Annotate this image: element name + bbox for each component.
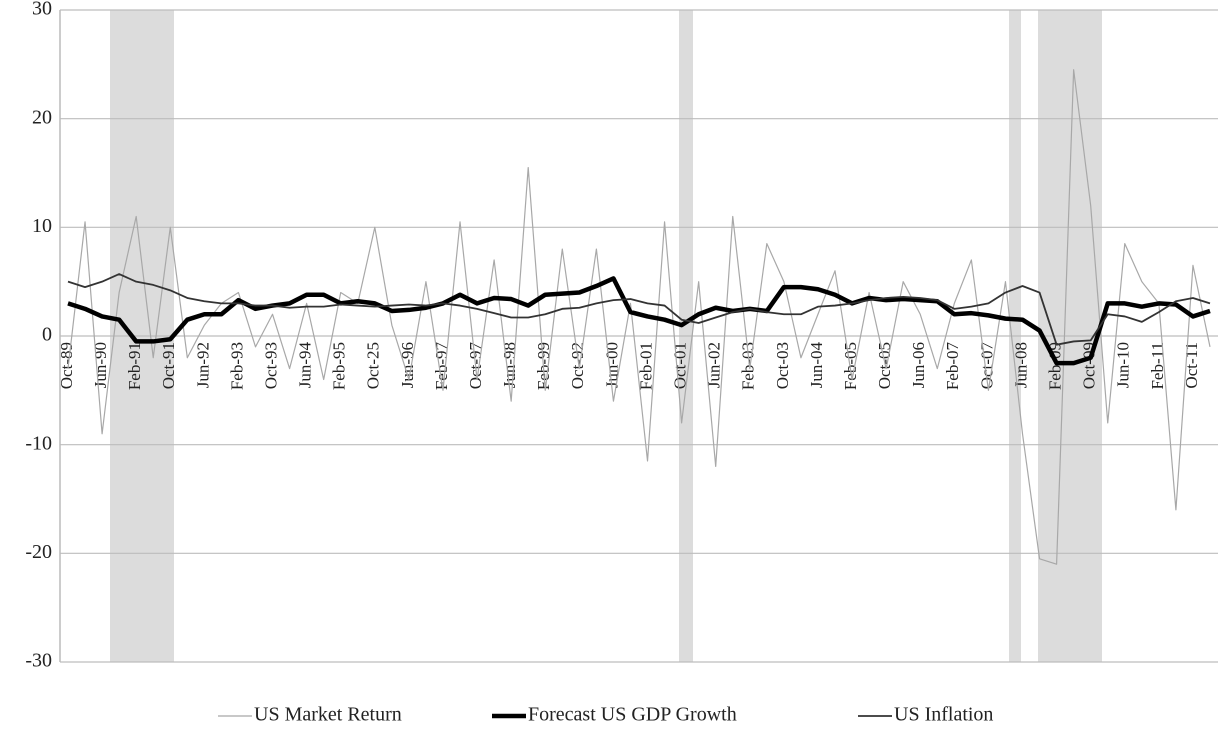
x-tick-label: Jun-06 bbox=[909, 342, 928, 388]
x-tick-label: Oct-07 bbox=[977, 342, 996, 390]
series-line bbox=[67, 276, 1211, 366]
x-tick-label: Jun-92 bbox=[193, 342, 212, 388]
x-tick-label: Feb-07 bbox=[943, 342, 962, 391]
x-tick-label: Jun-98 bbox=[500, 342, 519, 388]
y-tick-label: 20 bbox=[32, 106, 52, 128]
x-tick-label: Jun-04 bbox=[807, 342, 826, 389]
series-line bbox=[67, 69, 1211, 565]
x-tick-label: Feb-93 bbox=[227, 342, 246, 390]
y-tick-label: 0 bbox=[42, 324, 52, 346]
y-tick-label: -20 bbox=[25, 541, 52, 563]
x-tick-label: Oct-91 bbox=[159, 342, 178, 389]
x-tick-label: Feb-11 bbox=[1148, 342, 1167, 390]
x-tick-label: Oct-05 bbox=[875, 342, 894, 389]
y-tick-label: -30 bbox=[25, 650, 52, 672]
legend-label: US Inflation bbox=[894, 704, 993, 726]
x-tick-label: Feb-95 bbox=[330, 342, 349, 390]
x-tick-label: Feb-01 bbox=[636, 342, 655, 390]
x-tick-label: Oct-03 bbox=[773, 342, 792, 389]
series-line bbox=[67, 273, 1211, 346]
y-tick-label: 30 bbox=[32, 0, 52, 20]
legend-label: Forecast US GDP Growth bbox=[528, 704, 737, 726]
x-tick-label: Oct-93 bbox=[261, 342, 280, 389]
x-tick-label: Feb-91 bbox=[125, 342, 144, 390]
legend-label: US Market Return bbox=[254, 704, 402, 726]
x-tick-label: Jun-94 bbox=[296, 342, 315, 389]
x-tick-label: Oct-89 bbox=[57, 342, 76, 389]
x-tick-label: Jun-10 bbox=[1114, 342, 1133, 388]
y-tick-label: 10 bbox=[32, 215, 52, 237]
x-tick-label: Feb-03 bbox=[739, 342, 758, 390]
x-tick-label: Jun-02 bbox=[705, 342, 724, 388]
x-tick-label: Jun-96 bbox=[398, 342, 417, 388]
x-tick-label: Jun-90 bbox=[91, 342, 110, 388]
y-tick-label: -10 bbox=[25, 432, 52, 454]
x-tick-label: Jun-00 bbox=[602, 342, 621, 388]
x-tick-label: Oct-25 bbox=[364, 342, 383, 389]
x-tick-label: Oct-92 bbox=[568, 342, 587, 389]
